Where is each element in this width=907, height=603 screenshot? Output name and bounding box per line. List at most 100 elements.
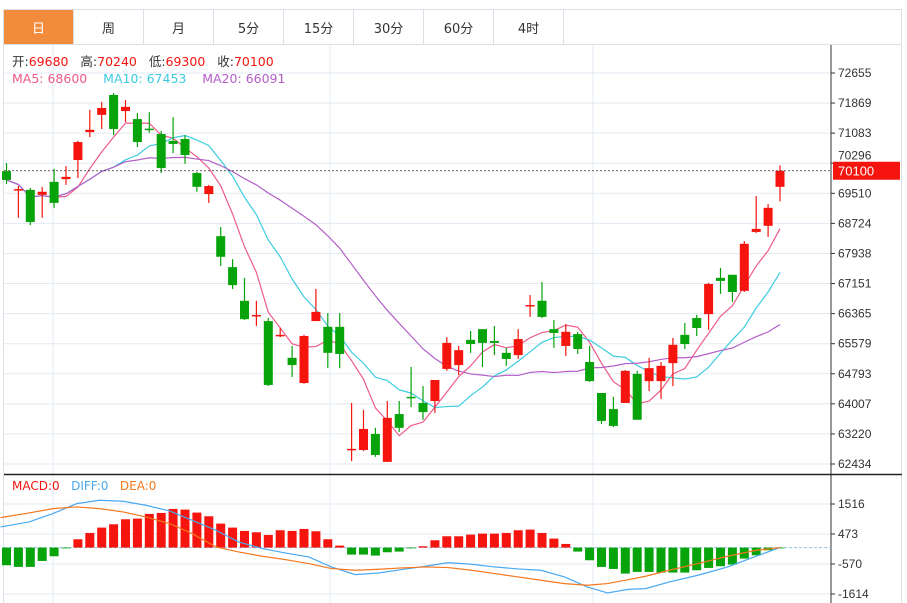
candle (692, 314, 702, 337)
close-value: 70100 (233, 54, 274, 69)
candle (525, 295, 535, 317)
chart-frame (3, 45, 902, 603)
tab-7[interactable]: 4时 (494, 10, 564, 44)
macd-bar (240, 530, 249, 548)
candle (204, 184, 214, 203)
y-tick-label: 64793 (838, 367, 872, 381)
ma10-value: MA10: 67453 (103, 71, 187, 86)
macd-bar (359, 547, 368, 555)
candle (668, 337, 678, 387)
candle (751, 195, 761, 234)
macd-bar (489, 533, 499, 548)
tab-5[interactable]: 30分 (354, 10, 424, 44)
macd-bar (585, 547, 595, 561)
macd-bar (109, 524, 119, 548)
macd-bar (204, 516, 214, 548)
candle-body (644, 368, 654, 382)
tab-3[interactable]: 5分 (214, 10, 284, 44)
current-price-badge (833, 161, 900, 180)
macd-bar (144, 513, 154, 548)
high-label: 高: (80, 54, 98, 69)
candle (549, 319, 559, 348)
candle-body (561, 331, 571, 346)
macd-bar (573, 547, 583, 552)
candle (501, 347, 511, 366)
candle (561, 324, 571, 356)
candle (573, 331, 583, 354)
candle (632, 370, 642, 420)
candle-body (775, 170, 785, 187)
candle-body (525, 305, 535, 307)
macd-bar (347, 547, 357, 555)
macd-bar (61, 547, 71, 549)
y-tick-label: 71869 (838, 96, 872, 110)
macd-bar (370, 547, 380, 556)
y-tick-label: 72655 (838, 66, 872, 80)
ma20-value: MA20: 66091 (202, 71, 286, 86)
macd-bar (751, 547, 761, 556)
candle (359, 409, 368, 452)
tab-2[interactable]: 月 (144, 10, 214, 44)
candle-body (25, 189, 35, 223)
macd-bar (228, 527, 238, 548)
y-tick-label: 63220 (838, 427, 872, 441)
candle-body (680, 334, 690, 345)
candle (608, 396, 618, 428)
candle (216, 226, 226, 266)
tab-6[interactable]: 60分 (424, 10, 494, 44)
period-tabs: 日周月 5分 15分 30分 60分 4时 (3, 9, 902, 45)
open-value: 69680 (28, 54, 69, 69)
candle-body (13, 189, 23, 191)
candle (478, 329, 487, 367)
candle (311, 288, 321, 322)
candle-body (2, 171, 11, 180)
macd-bar (525, 529, 535, 548)
candle-body (656, 365, 666, 382)
candle-body (204, 186, 214, 195)
tab-0[interactable]: 日 (4, 10, 74, 44)
candle (347, 402, 357, 462)
macd-bar (680, 547, 690, 573)
candle (406, 366, 416, 408)
candle (680, 322, 690, 350)
candle-body (501, 352, 511, 359)
candle (656, 362, 666, 400)
macd-bar (251, 532, 261, 548)
candle-body (704, 283, 714, 315)
high-value: 70240 (97, 54, 137, 69)
candle-body (489, 340, 499, 343)
candle-body (251, 314, 261, 317)
ma20-line (6, 156, 781, 378)
candle (192, 171, 202, 192)
macd-bar (49, 547, 59, 557)
macd-bar (323, 539, 333, 548)
candle (454, 345, 464, 376)
candle (109, 93, 119, 136)
candle (537, 282, 547, 319)
macd-bar (466, 534, 476, 548)
candle (727, 274, 737, 302)
candle (418, 386, 428, 420)
candle (370, 427, 380, 457)
candle-body (668, 344, 678, 364)
macd-bar (430, 540, 440, 548)
candle-body (311, 311, 321, 322)
macd-bar (442, 536, 452, 548)
candle (132, 112, 142, 148)
candle-body (608, 409, 618, 426)
tab-4[interactable]: 15分 (284, 10, 354, 44)
macd-bar (454, 536, 464, 548)
diff-line (0, 499, 781, 594)
candle-body (228, 267, 238, 286)
macd-bar (549, 538, 559, 548)
macd-bar (620, 547, 630, 574)
candle (156, 130, 166, 174)
candle-body (121, 106, 130, 112)
candle-body (240, 300, 249, 320)
candle-body (132, 119, 142, 143)
candle (73, 140, 83, 179)
macd-bar (727, 547, 737, 565)
macd-bar (704, 547, 714, 568)
tab-1[interactable]: 周 (74, 10, 144, 44)
dea-value: DEA:0 (119, 479, 157, 493)
